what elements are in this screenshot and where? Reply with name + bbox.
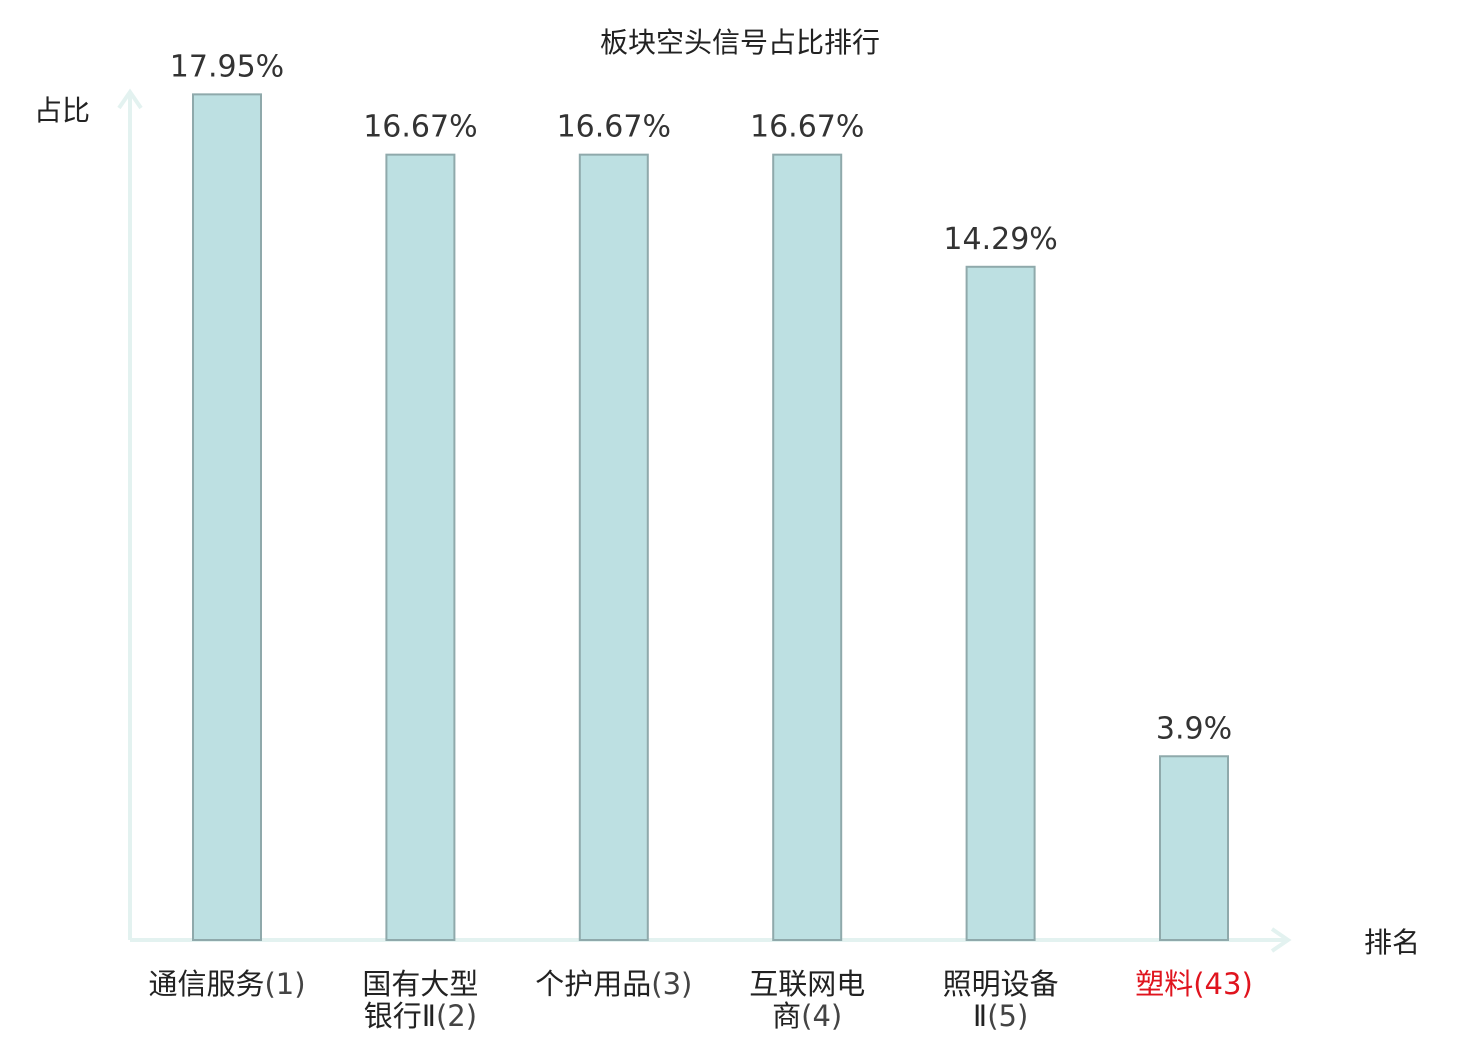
- chart-title: 板块空头信号占比排行: [600, 26, 880, 59]
- bar-value-label: 16.67%: [750, 110, 864, 145]
- category-label: 个护用品(3): [535, 967, 692, 1001]
- x-axis-arrow-icon: [1270, 927, 1292, 953]
- category-label: 国有大型: [362, 967, 478, 1001]
- category-label: 照明设备: [943, 967, 1059, 1001]
- category-label: 通信服务(1): [148, 967, 305, 1001]
- value-labels-group: 17.95% 16.67% 16.67% 16.67% 14.29% 3.9%: [170, 49, 1232, 746]
- bar: [965, 265, 1036, 941]
- bar-value-label: 16.67%: [557, 110, 671, 145]
- category-label: 商(4): [772, 999, 842, 1033]
- bar: [578, 153, 649, 941]
- y-axis-arrow-icon: [117, 88, 143, 110]
- bar: [772, 153, 843, 941]
- category-label: 互联网电: [749, 967, 865, 1001]
- bar-value-label: 14.29%: [943, 222, 1057, 257]
- x-axis-label: 排名: [1364, 926, 1420, 959]
- category-rank: (3): [651, 967, 692, 1001]
- bar-value-label: 3.9%: [1156, 711, 1232, 746]
- category-label: 塑料(43): [1135, 967, 1253, 1001]
- category-rank: (5): [987, 999, 1028, 1033]
- category-rank: (2): [436, 999, 477, 1033]
- category-rank: (43): [1193, 967, 1253, 1001]
- category-label: 银行Ⅱ(2): [364, 999, 477, 1033]
- bars-group: [192, 93, 1229, 942]
- category-rank: (4): [801, 999, 842, 1033]
- category-label: Ⅱ(5): [973, 999, 1028, 1033]
- axes: [117, 88, 1292, 953]
- bar: [192, 93, 262, 942]
- y-axis-label: 占比: [34, 94, 90, 127]
- bar: [385, 153, 456, 941]
- bar: [1159, 755, 1229, 941]
- bar-value-label: 16.67%: [363, 110, 477, 145]
- bar-value-label: 17.95%: [170, 49, 284, 84]
- category-rank: (1): [264, 967, 305, 1001]
